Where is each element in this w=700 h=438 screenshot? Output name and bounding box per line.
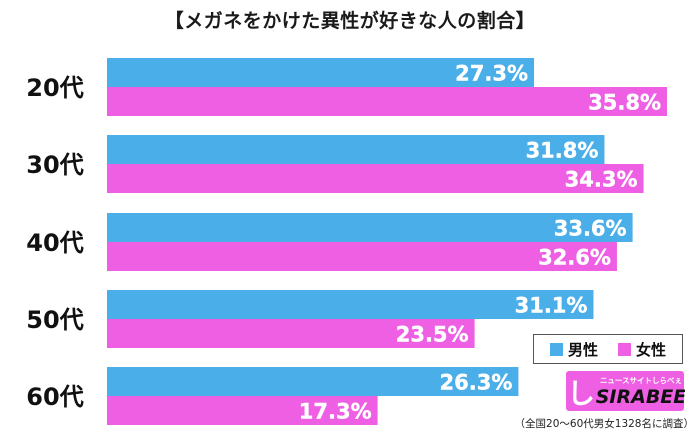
bar-male xyxy=(107,135,605,164)
legend: 男性 女性 xyxy=(533,334,683,364)
logo-background xyxy=(566,371,684,411)
legend-item-female: 女性 xyxy=(617,339,666,360)
data-label: 32.6% xyxy=(538,246,611,270)
bar-female xyxy=(107,164,644,193)
category-label: 50代 xyxy=(26,306,83,334)
legend-swatch-male xyxy=(549,342,563,356)
data-label: 31.1% xyxy=(515,294,588,318)
bar-female xyxy=(107,87,667,116)
category-label: 30代 xyxy=(26,151,83,179)
chart-title: 【メガネをかけた異性が好きな人の割合】 xyxy=(164,10,536,32)
data-label: 17.3% xyxy=(299,400,372,424)
bar-female xyxy=(107,242,617,271)
data-label: 23.5% xyxy=(396,323,469,347)
sirabee-logo: し ニュースサイトしらべぇ SIRABEE xyxy=(565,370,686,412)
bar-male xyxy=(107,58,535,87)
bar-female xyxy=(107,319,475,348)
legend-label-female: 女性 xyxy=(635,340,666,359)
data-label: 34.3% xyxy=(565,168,638,192)
category-label: 40代 xyxy=(26,229,83,257)
logo-brand: SIRABEE xyxy=(596,386,685,408)
bar-male xyxy=(107,290,594,319)
data-label: 33.6% xyxy=(554,217,627,241)
data-label: 35.8% xyxy=(588,91,661,115)
data-label: 26.3% xyxy=(440,371,513,395)
data-label: 31.8% xyxy=(526,139,599,163)
category-label: 60代 xyxy=(26,383,83,411)
legend-item-male: 男性 xyxy=(549,339,598,360)
bar-male xyxy=(107,367,519,396)
legend-swatch-female xyxy=(617,342,631,356)
value-label-group: 27.3% 31.8% 33.6% 31.1% 26.3% 35.8% 34.3% 32.6%… xyxy=(299,61,662,424)
bar-female xyxy=(107,396,378,425)
logo-mark: し xyxy=(567,377,595,410)
bar-male xyxy=(107,213,633,242)
category-axis: 20代 30代 40代 50代 60代 xyxy=(26,74,83,411)
category-label: 20代 xyxy=(26,74,83,102)
sirabee-logo-graphic: し ニュースサイトしらべぇ SIRABEE xyxy=(566,371,686,411)
survey-footnote: （全国20～60代男女1328名に調査） xyxy=(514,418,694,430)
bar-group xyxy=(107,58,667,425)
data-label: 27.3% xyxy=(455,62,528,86)
legend-label-male: 男性 xyxy=(567,340,598,359)
logo-tagline: ニュースサイトしらべぇ xyxy=(600,376,682,385)
